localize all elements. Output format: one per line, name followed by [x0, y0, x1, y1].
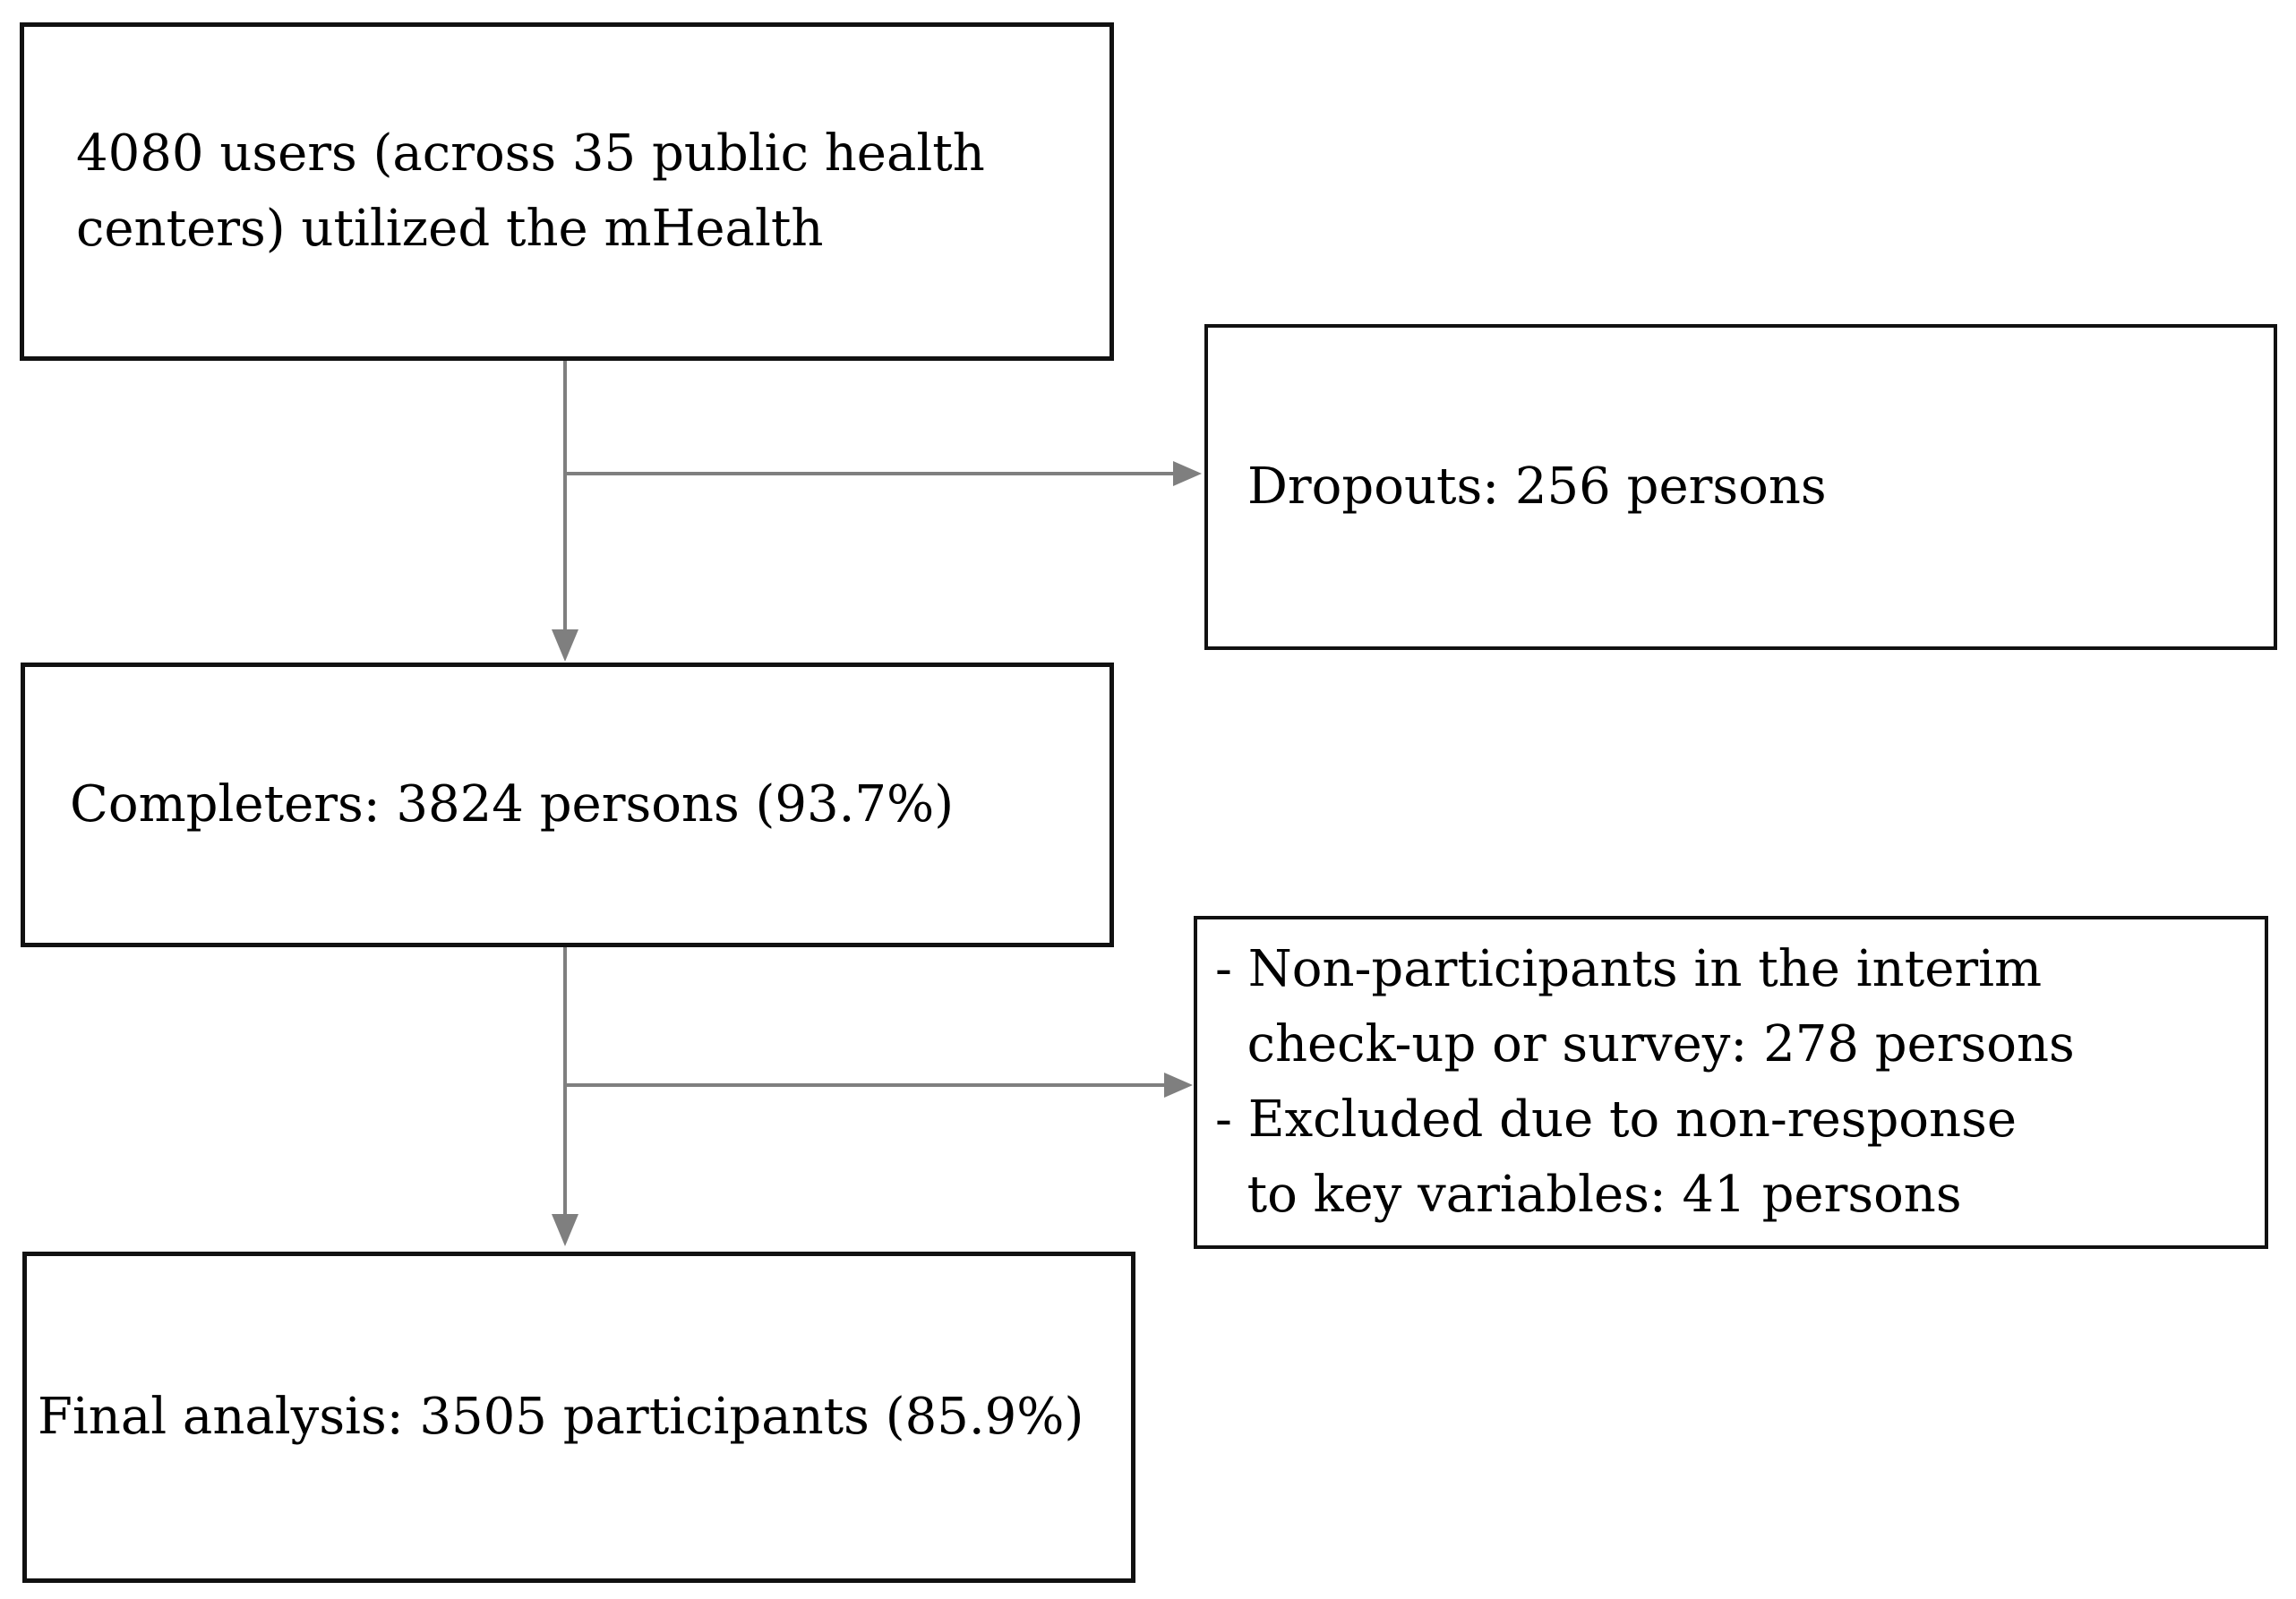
connector-users-to-dropouts — [565, 472, 1175, 475]
box-final-analysis: Final analysis: 3505 participants (85.9%… — [22, 1252, 1135, 1583]
connector-completers-to-final — [563, 947, 567, 1216]
box-mhealth-users-text: 4080 users (across 35 public health cent… — [76, 124, 985, 258]
arrowhead-right-icon — [1173, 461, 1202, 486]
box-exclusions-line-4: to key variables: 41 persons — [1215, 1166, 1962, 1224]
box-exclusions-line-2: check-up or survey: 278 persons — [1215, 1015, 2075, 1073]
arrowhead-right-icon — [1164, 1073, 1193, 1098]
arrowhead-down-icon — [552, 1214, 578, 1246]
arrowhead-down-icon — [552, 629, 578, 662]
connector-users-to-completers — [563, 361, 567, 632]
box-dropouts: Dropouts: 256 persons — [1204, 324, 2277, 650]
box-final-analysis-text: Final analysis: 3505 participants (85.9%… — [38, 1388, 1084, 1446]
connector-completers-to-exclusions — [565, 1083, 1166, 1087]
box-exclusions: - Non-participants in the interim check-… — [1194, 916, 2268, 1249]
box-completers: Completers: 3824 persons (93.7%) — [21, 663, 1114, 947]
box-completers-text: Completers: 3824 persons (93.7%) — [70, 775, 955, 834]
box-exclusions-line-1: - Non-participants in the interim — [1215, 940, 2043, 998]
box-mhealth-users: 4080 users (across 35 public health cent… — [20, 22, 1114, 361]
box-dropouts-text: Dropouts: 256 persons — [1247, 457, 1827, 516]
box-exclusions-line-3: - Excluded due to non-response — [1215, 1090, 2017, 1149]
